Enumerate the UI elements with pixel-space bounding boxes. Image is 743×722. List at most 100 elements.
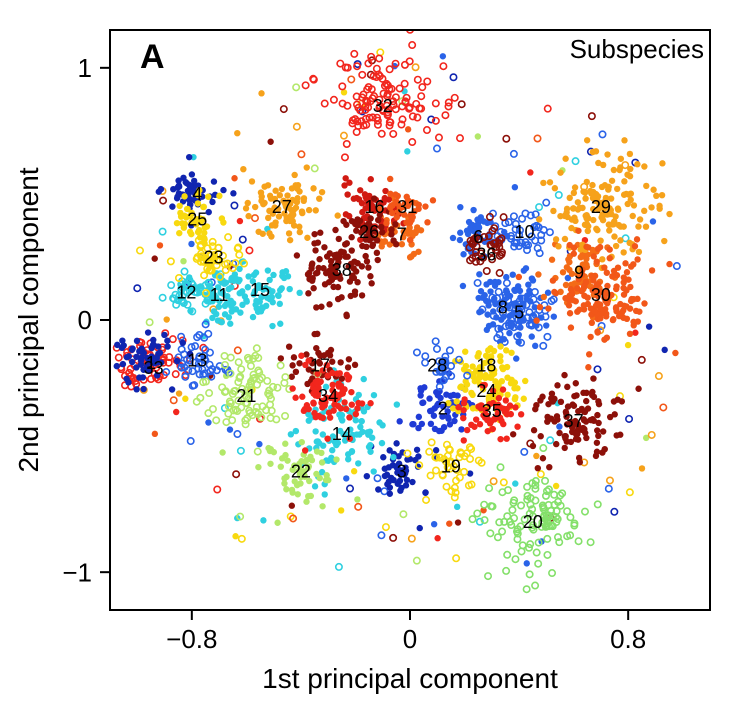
cluster-8-point [513,355,519,361]
cluster-37-point [594,412,600,418]
cluster-29-point [661,238,667,244]
cluster-38-point [310,285,316,291]
cluster-2-point [409,421,415,427]
cluster-8-point [525,281,531,287]
cluster-30-point [613,283,619,289]
cluster-22-point [308,493,314,499]
cluster-label-38: 38 [332,260,352,280]
noise-point [289,503,295,509]
cluster-35-point [497,436,503,442]
cluster-30-point [634,236,640,242]
cluster-26-point [379,229,385,235]
cluster-24-point [454,398,460,404]
cluster-27-point [316,195,322,201]
cluster-33-point [180,340,186,346]
cluster-37-point [533,402,539,408]
cluster-22-point [319,459,325,465]
noise-point [182,396,188,402]
cluster-3-point [364,473,370,479]
cluster-29-point [650,187,656,193]
cluster-33-point [129,347,135,353]
cluster-14-point [367,449,373,455]
cluster-37-point [551,418,557,424]
cluster-14-point [355,460,361,466]
cluster-9-point [535,271,541,277]
cluster-37-point [595,433,601,439]
cluster-14-point [359,418,365,424]
cluster-29-point [643,223,649,229]
cluster-34-point [353,411,359,417]
cluster-14-point [349,449,355,455]
noise-point [338,507,344,513]
cluster-29-point [611,233,617,239]
cluster-17-point [337,359,343,365]
cluster-37-point [607,414,613,420]
cluster-27-point [286,230,292,236]
cluster-29-point [590,149,596,155]
cluster-22-point [314,448,320,454]
cluster-label-29: 29 [591,197,611,217]
cluster-24-point [512,379,518,385]
cluster-30-point [622,260,628,266]
cluster-29-point [616,167,622,173]
cluster-15-point [283,268,289,274]
cluster-30-point [624,269,630,275]
cluster-22-point [333,456,339,462]
cluster-27-point [245,200,251,206]
cluster-38-point [343,312,349,318]
cluster-30-point [641,300,647,306]
cluster-38-point [316,265,322,271]
cluster-14-point [320,442,326,448]
cluster-label-28: 28 [427,356,447,376]
cluster-37-point [545,401,551,407]
cluster-30-point [625,276,631,282]
cluster-3-point [387,491,393,497]
cluster-15-point [228,284,234,290]
cluster-3-point [384,472,390,478]
noise-point [661,347,667,353]
cluster-30-point [604,334,610,340]
cluster-25-point [216,193,222,199]
cluster-29-point [595,160,601,166]
cluster-25-point [176,230,182,236]
noise-point [267,139,273,145]
cluster-34-point [348,389,354,395]
cluster-35-point [461,437,467,443]
cluster-30-point [589,273,595,279]
cluster-29-point [625,201,631,207]
cluster-4-point [186,154,192,160]
cluster-label-26: 26 [359,222,379,242]
cluster-2-point [419,421,425,427]
cluster-30-point [566,302,572,308]
cluster-14-point [312,428,318,434]
cluster-label-3: 3 [397,462,407,482]
cluster-37-point [585,405,591,411]
cluster-33-point [134,338,140,344]
cluster-31-point [424,219,430,225]
cluster-27-point [289,185,295,191]
cluster-24-point [464,381,470,387]
cluster-17-point [286,343,292,349]
cluster-37-point [591,394,597,400]
noise-point [240,166,246,172]
cluster-label-19: 19 [441,457,461,477]
cluster-4-point [174,193,180,199]
cluster-4-point [211,178,217,184]
cluster-9-point [566,267,572,273]
cluster-4-point [220,187,226,193]
cluster-label-17: 17 [310,356,330,376]
cluster-27-point [258,189,264,195]
noise-point [455,519,461,525]
cluster-33-point [150,342,156,348]
cluster-34-point [354,405,360,411]
cluster-30-point [610,317,616,323]
noise-point [258,90,264,96]
cluster-29-point [557,169,563,175]
panel-label: A [140,38,165,76]
cluster-30-point [603,313,609,319]
cluster-34-point [346,414,352,420]
cluster-27-point [249,178,255,184]
cluster-37-point [510,431,516,437]
cluster-29-point [584,137,590,143]
cluster-33-point [174,358,180,364]
